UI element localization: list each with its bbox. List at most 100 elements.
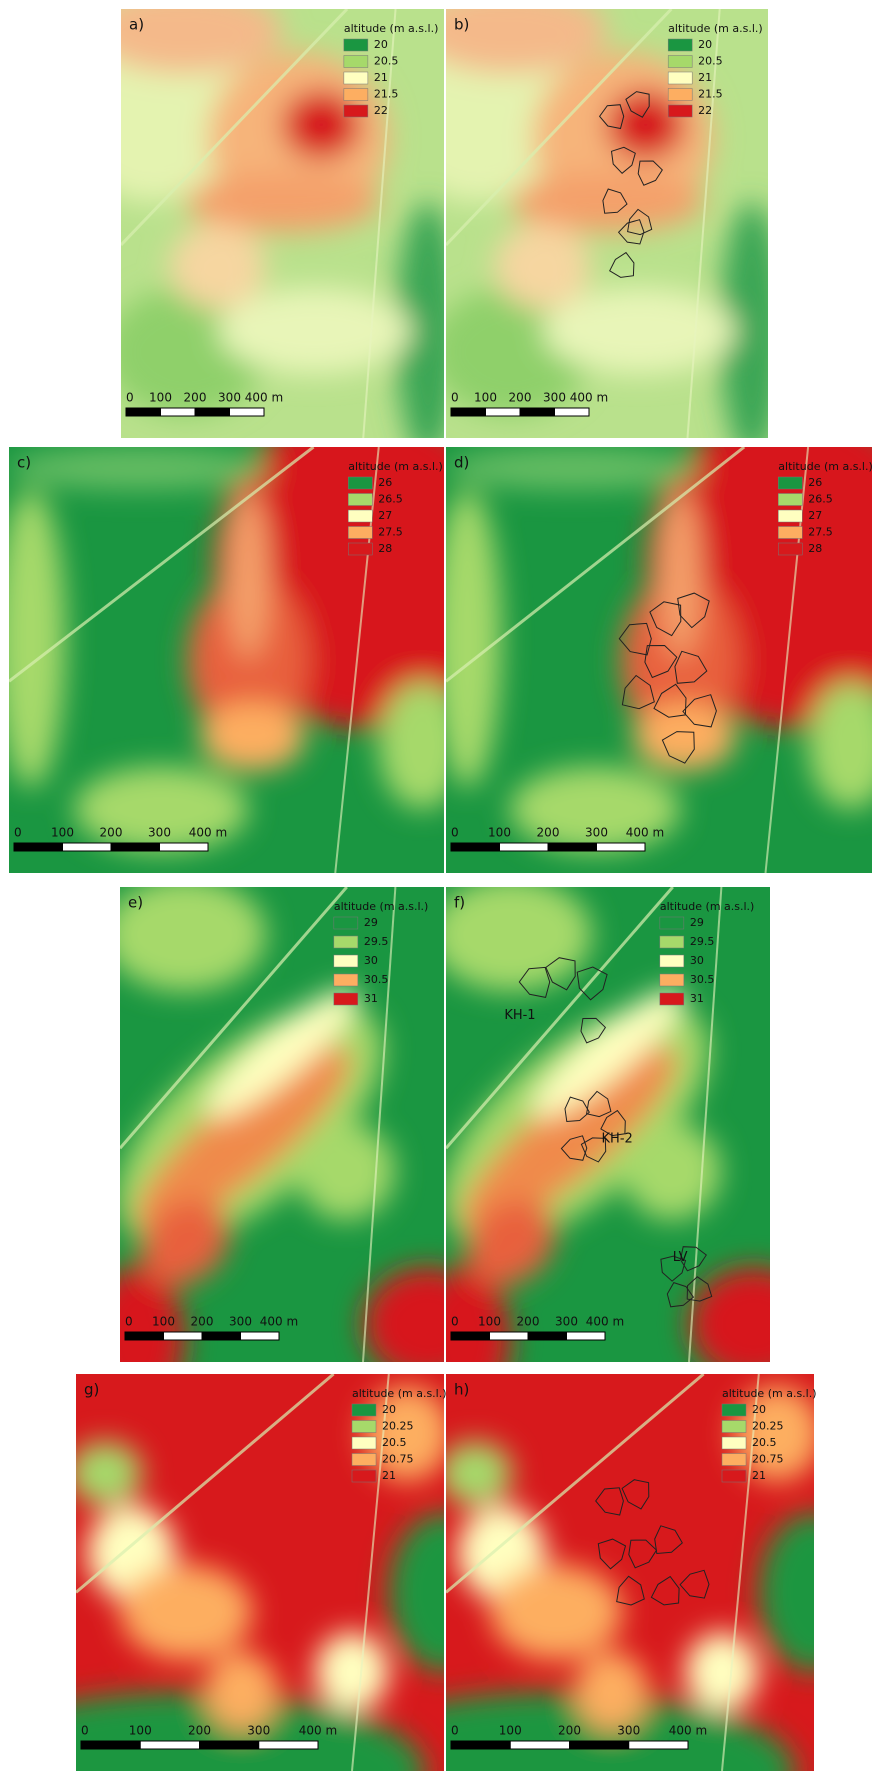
legend-label: 21.5 [374, 88, 399, 101]
scale-label: 300 [585, 826, 608, 840]
scale-label: 300 [148, 826, 171, 840]
legend-swatch [668, 56, 692, 68]
legend-swatch [722, 1421, 746, 1433]
scale-label: 400 m [570, 391, 608, 405]
legend-title: altitude (m a.s.l.) [334, 900, 429, 913]
scale-segment [510, 1741, 569, 1749]
scale-segment [555, 408, 590, 416]
legend-label: 20.25 [752, 1420, 784, 1433]
legend-label: 28 [378, 542, 392, 555]
legend-title: altitude (m a.s.l.) [352, 1387, 447, 1400]
legend-swatch [352, 1421, 376, 1433]
scale-label: 300 [229, 1315, 252, 1329]
panel-label: h) [454, 1381, 469, 1399]
scale-label: 100 [129, 1724, 152, 1738]
legend-swatch [344, 39, 368, 51]
scale-segment [548, 843, 597, 851]
legend-swatch [668, 72, 692, 84]
scale-segment [570, 1741, 629, 1749]
scale-label: 300 [247, 1724, 270, 1738]
scale-label: 400 m [245, 391, 283, 405]
legend-label: 27.5 [378, 526, 403, 539]
scale-label: 200 [100, 826, 123, 840]
scale-label: 400 m [626, 826, 664, 840]
scale-segment [500, 843, 549, 851]
legend-swatch [334, 917, 358, 929]
legend-label: 22 [698, 104, 712, 117]
scale-segment [629, 1741, 688, 1749]
legend-swatch [722, 1470, 746, 1482]
scale-segment [160, 843, 209, 851]
legend-label: 27 [378, 509, 392, 522]
scale-label: 0 [451, 391, 459, 405]
legend-label: 27 [808, 509, 822, 522]
legend-swatch [344, 105, 368, 117]
map-image [0, 404, 518, 873]
scale-label: 400 m [299, 1724, 337, 1738]
panel-label: a) [129, 16, 144, 34]
panel-label: c) [17, 454, 31, 472]
scale-label: 100 [474, 391, 497, 405]
legend-swatch [348, 543, 372, 555]
scale-label: 200 [509, 391, 532, 405]
legend-swatch [352, 1404, 376, 1416]
legend-swatch [348, 510, 372, 522]
legend-label: 29.5 [364, 935, 389, 948]
scale-segment [230, 408, 265, 416]
scale-segment [486, 408, 521, 416]
legend-swatch [344, 89, 368, 101]
legend-label: 26 [808, 476, 822, 489]
scale-segment [451, 1332, 490, 1340]
legend-label: 21 [382, 1469, 396, 1482]
legend-label: 27.5 [808, 526, 833, 539]
scale-label: 0 [451, 1724, 459, 1738]
scale-segment [126, 408, 161, 416]
scale-label: 100 [499, 1724, 522, 1738]
legend-swatch [668, 89, 692, 101]
legend-label: 30.5 [364, 973, 389, 986]
scale-segment [164, 1332, 203, 1340]
legend-swatch [722, 1404, 746, 1416]
legend-swatch [660, 917, 684, 929]
legend-label: 20.75 [382, 1453, 414, 1466]
legend-swatch [668, 105, 692, 117]
scale-segment [451, 1741, 510, 1749]
legend-label: 29.5 [690, 935, 715, 948]
scale-segment [81, 1741, 140, 1749]
legend-swatch [352, 1437, 376, 1449]
legend-label: 22 [374, 104, 388, 117]
legend-swatch [660, 936, 684, 948]
scale-label: 0 [451, 1315, 459, 1329]
scale-label: 0 [14, 826, 22, 840]
scale-label: 200 [184, 391, 207, 405]
scale-segment [567, 1332, 606, 1340]
scale-label: 300 [617, 1724, 640, 1738]
legend-label: 20 [374, 38, 388, 51]
legend-swatch [348, 477, 372, 489]
legend-title: altitude (m a.s.l.) [348, 460, 443, 473]
scale-label: 300 [543, 391, 566, 405]
scale-segment [241, 1332, 280, 1340]
legend-label: 31 [690, 992, 704, 1005]
annotation: KH-1 [504, 1008, 535, 1023]
scale-segment [195, 408, 230, 416]
legend-swatch [352, 1454, 376, 1466]
legend-label: 20.25 [382, 1420, 414, 1433]
legend-swatch [344, 72, 368, 84]
scale-label: 0 [81, 1724, 89, 1738]
scale-segment [597, 843, 646, 851]
panel-label: f) [454, 894, 465, 912]
scale-label: 100 [51, 826, 74, 840]
scale-label: 100 [478, 1315, 501, 1329]
legend-swatch [334, 993, 358, 1005]
legend-label: 20.5 [752, 1436, 777, 1449]
scale-label: 300 [555, 1315, 578, 1329]
scale-label: 0 [451, 826, 459, 840]
scale-label: 100 [488, 826, 511, 840]
scale-segment [490, 1332, 529, 1340]
panel-label: g) [84, 1381, 99, 1399]
scale-segment [14, 843, 63, 851]
legend-label: 31 [364, 992, 378, 1005]
legend-label: 29 [690, 916, 704, 929]
